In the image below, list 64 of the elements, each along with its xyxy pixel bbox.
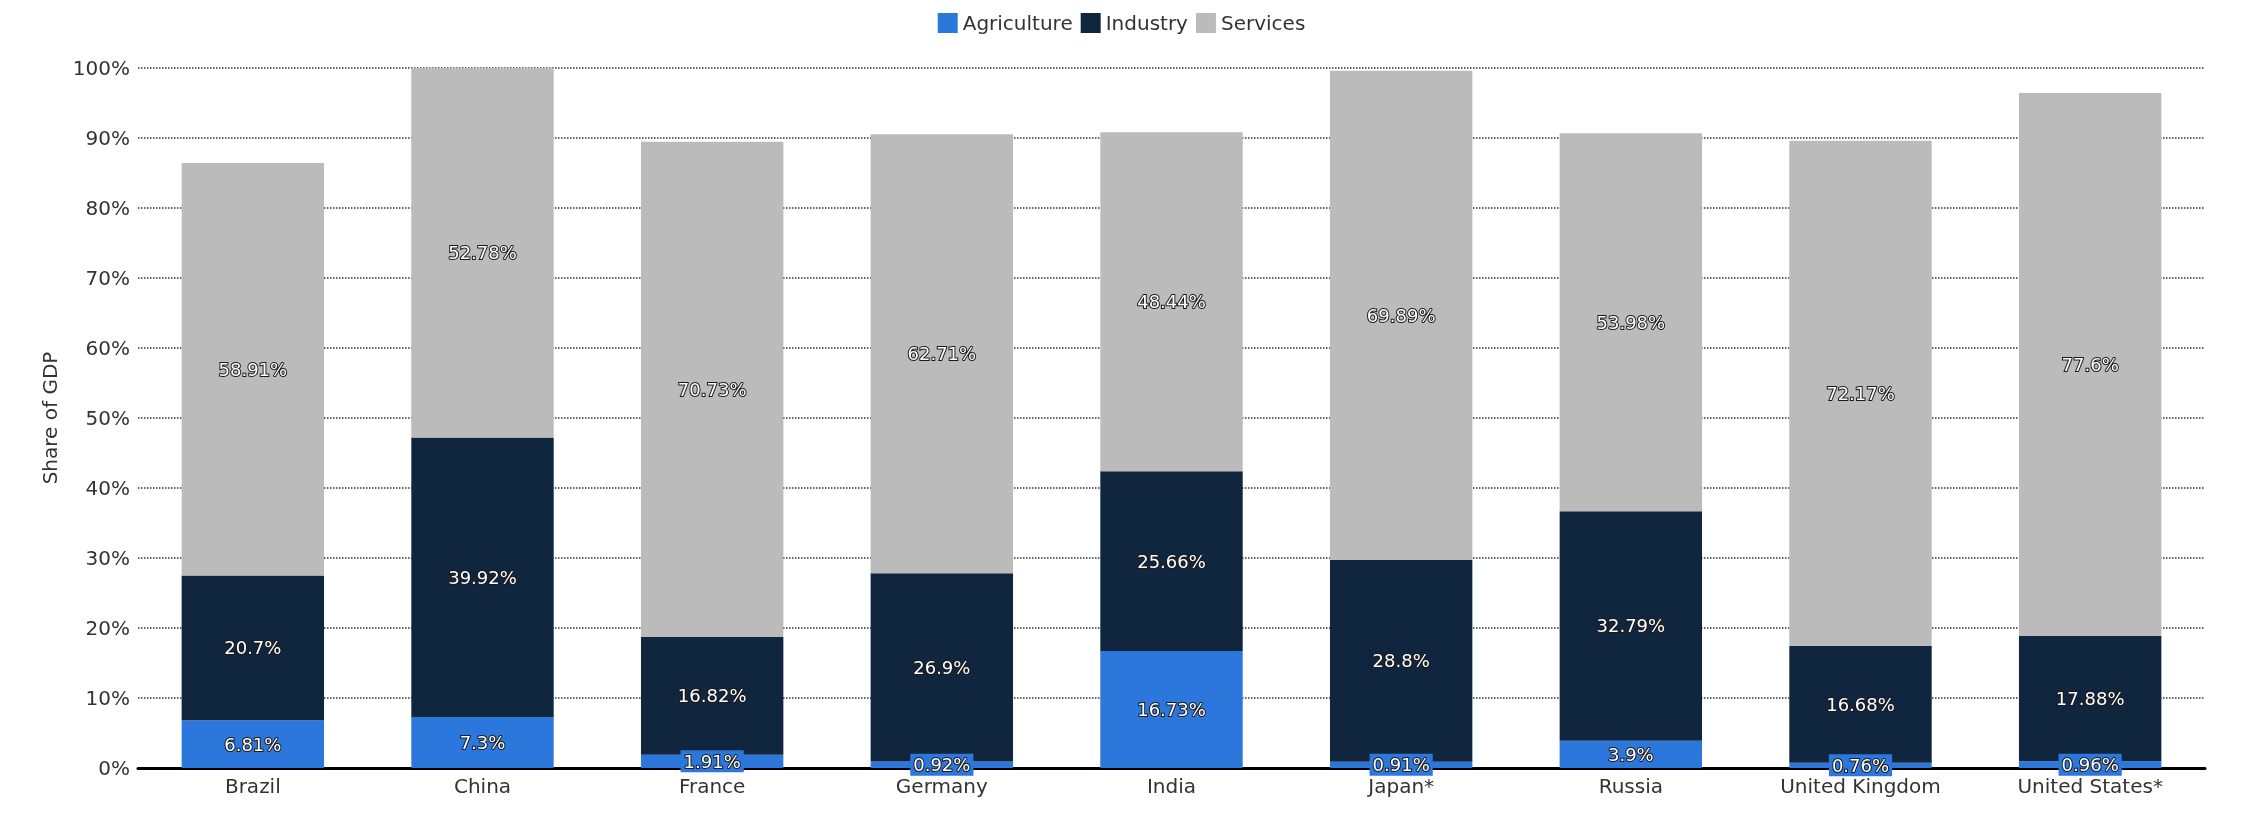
x-tick-label: Japan* [1366,774,1435,798]
bar [1100,132,1243,472]
bar [181,575,325,721]
y-tick-label: 20% [85,616,130,640]
x-tick-label: Russia [1598,774,1663,798]
y-tick-label: 60% [85,336,130,360]
bar [1559,511,1703,741]
data-label: 25.66% [1137,550,1206,572]
data-label: 0.96% [2061,754,2119,776]
bar [411,437,554,717]
x-tick-label: United Kingdom [1780,774,1941,798]
x-tick-label: United States* [2017,774,2163,798]
data-label: 1.91% [683,750,741,772]
bar [1789,140,1932,646]
data-label: 7.3% [459,731,506,753]
x-tick-label: India [1146,774,1197,798]
bar [1329,70,1473,561]
data-label: 28.8% [1372,650,1430,672]
data-label: 39.92% [448,566,517,588]
data-label: 62.71% [907,343,977,365]
bar [1100,650,1243,768]
bar [640,636,784,755]
x-tick-label: Germany [895,774,988,798]
legend-label: Agriculture [962,11,1073,35]
y-tick-label: 30% [85,546,130,570]
data-label: 6.81% [224,733,282,755]
y-tick-label: 70% [85,266,130,290]
data-label: 58.91% [218,358,288,380]
y-tick-label: 40% [85,476,130,500]
bar [870,134,1014,574]
bar [1559,133,1703,512]
data-label: 48.44% [1137,291,1206,313]
bar [2018,92,2162,637]
data-label: 16.68% [1826,693,1895,715]
y-axis-title: Share of GDP [38,351,62,485]
legend-label: Services [1220,11,1306,35]
data-label: 16.73% [1137,698,1206,720]
y-tick-label: 100% [72,56,130,80]
y-tick-label: 80% [85,196,130,220]
data-label: 16.82% [677,685,747,707]
data-label: 77.6% [2061,354,2119,376]
x-tick-label: France [678,774,746,798]
legend-label: Industry [1105,11,1189,35]
y-tick-label: 50% [85,406,130,430]
bar [640,141,784,637]
data-label: 0.92% [913,754,971,776]
data-label: 32.79% [1596,615,1666,637]
bar [181,163,325,576]
data-label: 26.9% [913,656,971,678]
y-tick-label: 0% [98,756,130,780]
bar [1100,471,1243,651]
data-label: 17.88% [2055,688,2125,710]
x-tick-label: China [453,774,512,798]
bar [411,68,554,438]
data-label: 53.98% [1596,311,1666,333]
data-label: 52.78% [448,242,517,264]
data-label: 72.17% [1826,382,1895,404]
data-label: 0.91% [1372,754,1430,776]
y-tick-label: 90% [85,126,130,150]
data-label: 3.9% [1607,743,1654,765]
data-label: 0.76% [1831,754,1890,776]
y-tick-label: 10% [85,686,130,710]
x-tick-label: Brazil [224,774,281,798]
data-label: 20.7% [224,637,282,659]
